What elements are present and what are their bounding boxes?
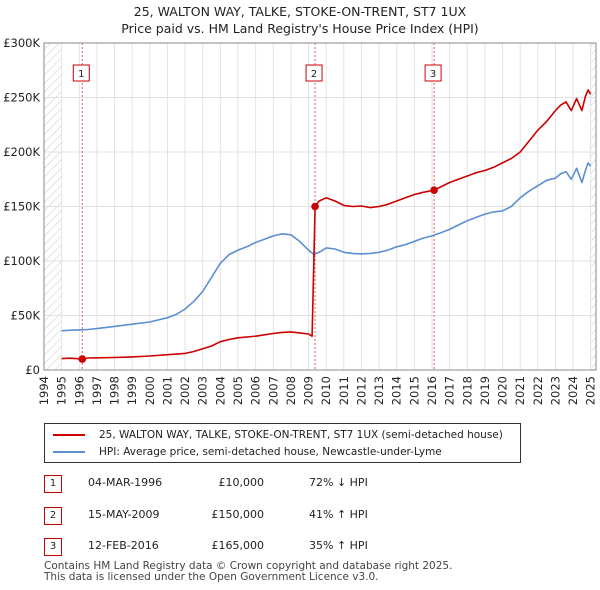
chart-subtitle: Price paid vs. HM Land Registry's House … (121, 21, 479, 36)
sale-point (430, 186, 438, 194)
x-tick-label: 2001 (160, 376, 174, 405)
table-row: 2 15-MAY-2009 £150,000 41% ↑ HPI (44, 505, 424, 529)
x-tick-label: 2004 (213, 376, 227, 405)
sale-label-text: 3 (430, 69, 436, 80)
x-tick-label: 2018 (460, 376, 474, 405)
y-tick-label: £100K (3, 254, 40, 268)
x-tick-label: 2015 (407, 376, 421, 405)
legend-swatch-property (53, 434, 85, 436)
x-tick-label: 2006 (249, 376, 263, 405)
sale-hpi-diff: 41% ↑ HPI (309, 508, 368, 521)
footer-copyright: Contains HM Land Registry data © Crown c… (44, 560, 453, 572)
x-tick-label: 2024 (566, 376, 580, 405)
x-tick-label: 2016 (425, 376, 439, 405)
sale-number-badge: 3 (44, 538, 62, 556)
hpi-series-line (61, 162, 592, 332)
y-tick-label: £50K (11, 309, 41, 323)
x-tick-label: 2021 (513, 376, 527, 405)
x-tick-label: 2011 (337, 376, 351, 405)
legend-item-property: 25, WALTON WAY, TALKE, STOKE-ON-TRENT, S… (53, 427, 503, 443)
sale-label-box (72, 64, 90, 82)
plot-border (43, 42, 597, 371)
x-tick-label: 1994 (37, 376, 51, 405)
x-tick-label: 1997 (90, 376, 104, 405)
property-series-line (61, 89, 592, 360)
sale-number-badge: 2 (44, 507, 62, 525)
sale-price: £165,000 (211, 539, 265, 552)
x-tick-label: 2025 (584, 376, 598, 405)
sale-date: 15-MAY-2009 (88, 508, 160, 521)
sale-price: £10,000 (218, 476, 265, 489)
sale-price: £150,000 (211, 508, 265, 521)
legend-item-hpi: HPI: Average price, semi-detached house,… (53, 444, 442, 460)
x-tick-label: 2010 (319, 376, 333, 405)
x-tick-label: 2012 (354, 376, 368, 405)
y-tick-label: £250K (3, 91, 40, 105)
x-tick-label: 1995 (55, 376, 69, 405)
sale-hpi-diff: 72% ↓ HPI (309, 476, 368, 489)
sale-label-text: 1 (78, 69, 84, 80)
sale-date: 12-FEB-2016 (88, 539, 159, 552)
x-tick-label: 2020 (496, 376, 510, 405)
sale-label-text: 2 (311, 69, 317, 80)
footer: Contains HM Land Registry data © Crown c… (44, 561, 452, 583)
sale-date: 04-MAR-1996 (88, 476, 163, 489)
legend-label-hpi: HPI: Average price, semi-detached house,… (99, 446, 442, 458)
y-tick-label: £300K (3, 36, 40, 50)
chart-title: 25, WALTON WAY, TALKE, STOKE-ON-TRENT, S… (133, 4, 467, 19)
y-tick-label: £200K (3, 145, 40, 159)
x-tick-label: 1999 (125, 376, 139, 405)
legend: 25, WALTON WAY, TALKE, STOKE-ON-TRENT, S… (44, 423, 521, 463)
legend-swatch-hpi (53, 451, 85, 453)
x-tick-label: 2013 (372, 376, 386, 405)
y-tick-label: £0 (25, 363, 40, 377)
x-tick-label: 2019 (478, 376, 492, 405)
x-tick-label: 2008 (284, 376, 298, 405)
sale-number-badge: 1 (44, 475, 62, 493)
sale-label-box (424, 64, 442, 82)
x-tick-label: 2023 (548, 376, 562, 405)
sale-label-box (305, 64, 323, 82)
x-tick-label: 1998 (108, 376, 122, 405)
table-row: 3 12-FEB-2016 £165,000 35% ↑ HPI (44, 536, 424, 560)
sale-hpi-diff: 35% ↑ HPI (309, 539, 368, 552)
footer-licence: This data is licensed under the Open Gov… (44, 571, 379, 583)
y-tick-label: £150K (3, 200, 40, 214)
x-tick-label: 2009 (302, 376, 316, 405)
table-row: 1 04-MAR-1996 £10,000 72% ↓ HPI (44, 473, 424, 497)
x-tick-label: 2017 (443, 376, 457, 405)
x-tick-label: 2014 (390, 376, 404, 405)
x-tick-label: 1996 (72, 376, 86, 405)
x-tick-label: 2022 (531, 376, 545, 405)
sale-point (311, 202, 319, 211)
x-tick-label: 2003 (196, 376, 210, 405)
legend-label-property: 25, WALTON WAY, TALKE, STOKE-ON-TRENT, S… (99, 429, 503, 441)
x-tick-label: 2000 (143, 376, 157, 405)
x-tick-label: 2005 (231, 376, 245, 405)
x-tick-label: 2002 (178, 376, 192, 405)
x-tick-label: 2007 (266, 376, 280, 405)
sale-point (78, 355, 87, 363)
